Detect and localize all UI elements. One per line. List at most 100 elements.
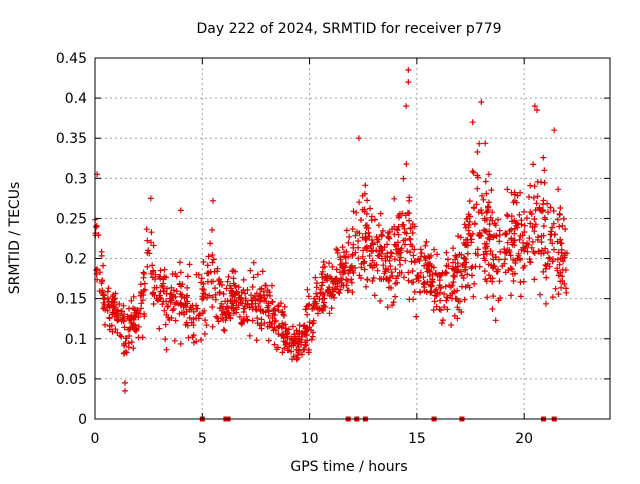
data-point	[501, 260, 508, 267]
data-point	[457, 298, 463, 305]
data-point	[420, 280, 427, 287]
data-point	[161, 266, 168, 273]
data-point	[326, 292, 333, 299]
data-point	[275, 331, 282, 337]
plot-frame	[94, 57, 611, 420]
data-point	[199, 296, 206, 303]
data-point	[457, 234, 464, 241]
data-point	[402, 241, 408, 248]
data-point	[562, 285, 569, 292]
data-point	[110, 292, 117, 298]
data-point	[176, 259, 183, 266]
data-point	[461, 221, 468, 228]
data-point	[321, 295, 328, 302]
data-point	[455, 233, 462, 240]
data-point	[507, 252, 514, 259]
data-point	[461, 255, 468, 262]
data-point	[293, 327, 300, 334]
data-point	[381, 244, 388, 251]
data-point	[118, 333, 125, 340]
data-point	[346, 233, 353, 240]
data-point	[474, 149, 481, 155]
data-point	[444, 294, 451, 301]
data-point	[352, 232, 359, 239]
data-point	[441, 291, 448, 297]
data-point	[319, 279, 326, 286]
data-point	[229, 268, 236, 275]
data-point	[198, 275, 205, 282]
data-point	[300, 323, 307, 330]
data-point	[462, 283, 469, 290]
data-point	[177, 269, 184, 276]
data-point	[486, 272, 492, 279]
data-point	[531, 276, 538, 283]
data-point	[317, 290, 324, 297]
data-point	[547, 228, 554, 235]
data-point	[469, 272, 475, 279]
data-point	[280, 312, 287, 319]
data-point	[275, 344, 281, 351]
data-point	[214, 315, 221, 322]
data-point	[143, 226, 150, 233]
data-point	[384, 304, 391, 311]
data-point	[370, 241, 377, 248]
data-point	[521, 222, 528, 229]
data-point	[445, 256, 451, 263]
data-point	[172, 270, 179, 277]
data-point	[133, 326, 140, 333]
data-point	[407, 249, 414, 256]
data-point	[408, 258, 415, 265]
data-point	[527, 259, 534, 266]
data-point	[220, 303, 226, 310]
data-point	[534, 236, 541, 243]
data-point	[258, 322, 265, 328]
data-point	[257, 286, 263, 293]
data-point	[558, 249, 565, 256]
data-point	[417, 253, 424, 260]
data-point	[511, 230, 518, 237]
data-point	[414, 272, 421, 279]
data-point	[530, 248, 537, 255]
data-point	[557, 278, 564, 285]
data-point	[374, 239, 381, 246]
data-point	[361, 190, 368, 197]
data-point	[350, 269, 357, 276]
data-point	[403, 103, 410, 110]
data-point	[296, 347, 302, 354]
data-point	[182, 321, 189, 328]
data-point	[418, 250, 425, 256]
data-point	[254, 271, 261, 278]
data-point	[184, 273, 191, 280]
data-point	[121, 342, 128, 349]
data-point	[314, 304, 321, 311]
data-point	[209, 304, 216, 310]
data-point	[508, 266, 515, 273]
data-point	[148, 270, 155, 277]
data-point	[507, 265, 514, 272]
data-point	[362, 244, 369, 251]
data-point	[286, 340, 293, 347]
data-point	[167, 290, 174, 297]
data-point	[250, 259, 257, 266]
data-point	[253, 290, 260, 297]
data-point	[314, 310, 321, 317]
data-point	[115, 316, 122, 323]
data-point	[546, 263, 553, 270]
data-point	[465, 224, 472, 231]
data-point	[281, 303, 288, 310]
data-point	[125, 340, 132, 347]
data-point	[392, 280, 399, 287]
data-point	[378, 244, 385, 251]
data-point	[401, 274, 407, 281]
data-point	[282, 325, 289, 332]
data-point	[438, 320, 445, 327]
data-point	[479, 192, 485, 199]
data-point	[515, 250, 522, 257]
data-point	[139, 334, 146, 341]
data-point	[184, 284, 191, 291]
data-point	[219, 282, 225, 288]
data-point	[236, 313, 243, 320]
data-point	[460, 254, 467, 261]
data-point	[534, 193, 541, 200]
data-point	[555, 291, 562, 298]
